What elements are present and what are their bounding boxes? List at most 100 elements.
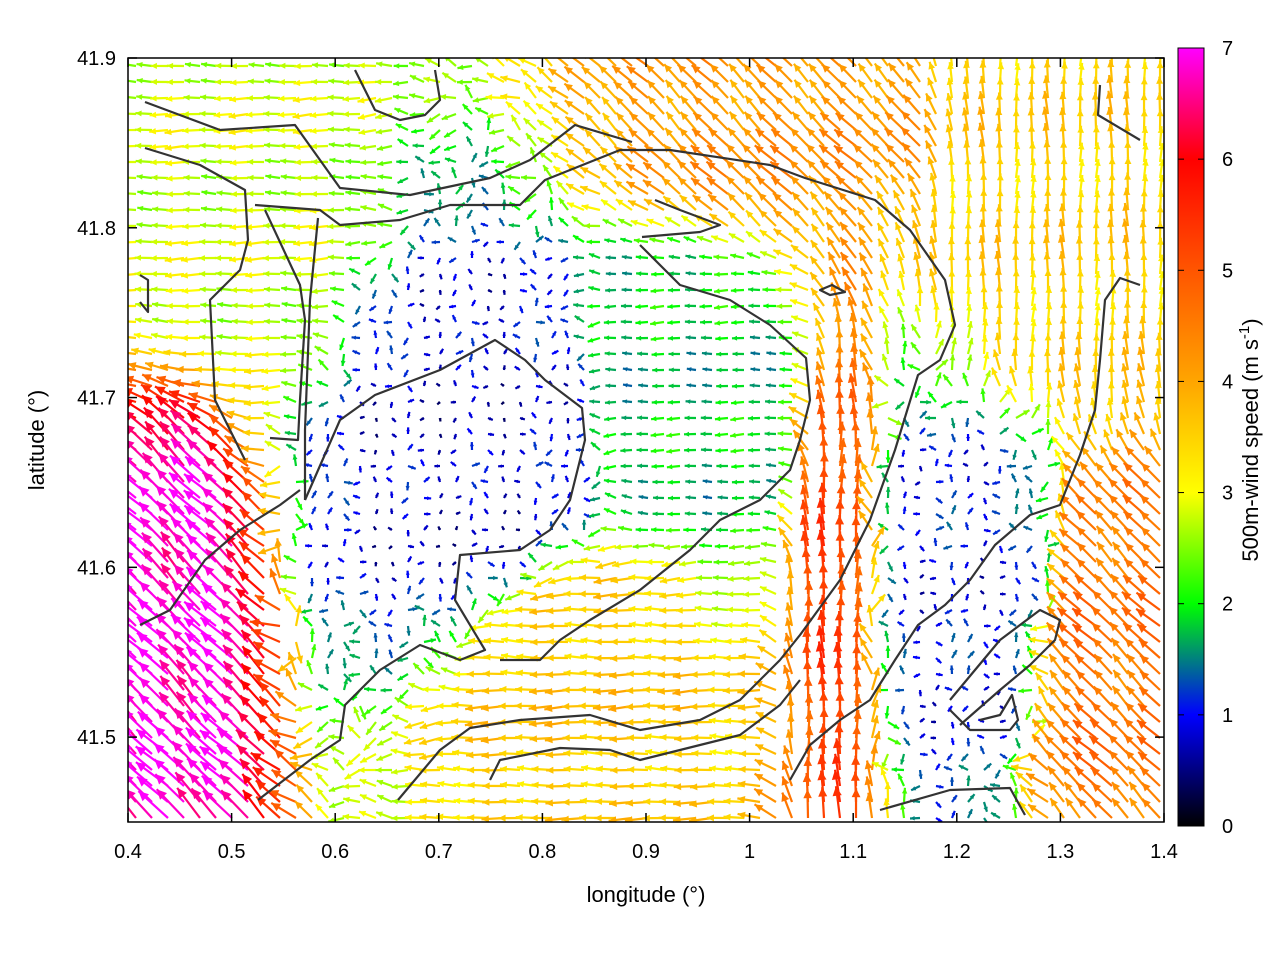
wind-vector [651, 271, 665, 277]
wind-vector [754, 144, 777, 163]
wind-vector [679, 95, 697, 115]
wind-vector [928, 268, 938, 291]
wind-vector [566, 201, 585, 212]
wind-vector [692, 111, 713, 131]
wind-vector [604, 238, 617, 244]
wind-vector [293, 255, 313, 263]
wind-vector [923, 124, 937, 147]
wind-vector [529, 268, 537, 275]
wind-vector [857, 79, 873, 99]
wind-vector [246, 95, 265, 102]
wind-vector [1078, 159, 1085, 179]
wind-vector [895, 237, 906, 259]
wind-vector [1158, 254, 1164, 275]
wind-vector [588, 269, 601, 276]
wind-vector [200, 78, 217, 84]
wind-vector [728, 232, 745, 243]
wind-vector [246, 207, 265, 214]
wind-vector [885, 95, 905, 115]
wind-vector [166, 318, 185, 325]
wind-vector [834, 160, 857, 179]
wind-vector [150, 159, 169, 166]
wind-vector [948, 157, 955, 179]
wind-vector [165, 287, 185, 294]
wind-vector [402, 337, 409, 346]
wind-vector [278, 238, 297, 245]
wind-vector [328, 190, 345, 197]
x-tick-label: 0.4 [114, 841, 142, 863]
wind-vector [749, 58, 761, 67]
wind-vector [636, 335, 649, 341]
wind-vector [406, 283, 411, 291]
wind-vector [667, 320, 681, 326]
wind-vector [1014, 63, 1021, 83]
wind-vector [685, 271, 697, 276]
wind-vector [824, 206, 841, 227]
wind-vector [833, 128, 857, 147]
wind-vector [134, 126, 153, 133]
x-tick-label: 0.7 [425, 841, 453, 863]
wind-vector [693, 95, 713, 115]
wind-vector [646, 79, 665, 99]
wind-vector [519, 272, 528, 277]
wind-vector [423, 217, 431, 227]
wind-vector [311, 174, 329, 181]
wind-vector [263, 318, 281, 325]
wind-vector [880, 270, 890, 291]
wind-vector [713, 288, 729, 294]
wind-vector [277, 111, 297, 118]
wind-vector [966, 304, 973, 323]
wind-vector [635, 287, 649, 293]
wind-vector [573, 334, 585, 340]
wind-vector [467, 268, 473, 275]
wind-vector [374, 96, 393, 104]
wind-vector [360, 159, 377, 166]
wind-vector [876, 190, 889, 211]
wind-vector [309, 127, 329, 135]
wind-vector [754, 128, 777, 147]
wind-vector [827, 251, 841, 275]
wind-vector [819, 111, 841, 131]
wind-vector [930, 220, 938, 243]
wind-vector [354, 305, 361, 315]
wind-vector [308, 224, 329, 231]
wind-vector [407, 241, 416, 251]
wind-vector [839, 251, 857, 275]
wind-vector [244, 256, 265, 263]
wind-vector [342, 111, 361, 118]
wind-vector [649, 304, 665, 310]
wind-vector [1105, 90, 1114, 115]
wind-vector [684, 58, 697, 67]
wind-vector [808, 95, 825, 115]
wind-vector [198, 270, 217, 277]
wind-vector [309, 95, 329, 102]
wind-vector [464, 84, 473, 99]
wind-vector [599, 180, 617, 195]
wind-vector [264, 158, 281, 164]
wind-vector [128, 272, 137, 276]
wind-vector [1094, 174, 1101, 195]
wind-vector [821, 63, 841, 83]
wind-vector [877, 238, 889, 259]
wind-vector [183, 206, 201, 213]
wind-vector [581, 66, 601, 83]
wind-vector [966, 320, 973, 339]
wind-vector [563, 82, 585, 99]
wind-vector [488, 128, 505, 135]
wind-vector [649, 237, 665, 244]
wind-vector [520, 174, 537, 181]
wind-vector [1094, 287, 1101, 307]
wind-vector [613, 162, 633, 179]
wind-vector [405, 266, 410, 275]
wind-vector [713, 304, 729, 310]
wind-vector [748, 287, 761, 293]
wind-vector [945, 124, 954, 147]
wind-vector [517, 58, 537, 68]
wind-vector [279, 142, 297, 149]
wind-vector [248, 62, 265, 68]
wind-vector [263, 110, 281, 117]
wind-vector [962, 123, 970, 147]
wind-vector [564, 99, 585, 115]
wind-vector [963, 60, 970, 83]
wind-vector [199, 126, 217, 133]
